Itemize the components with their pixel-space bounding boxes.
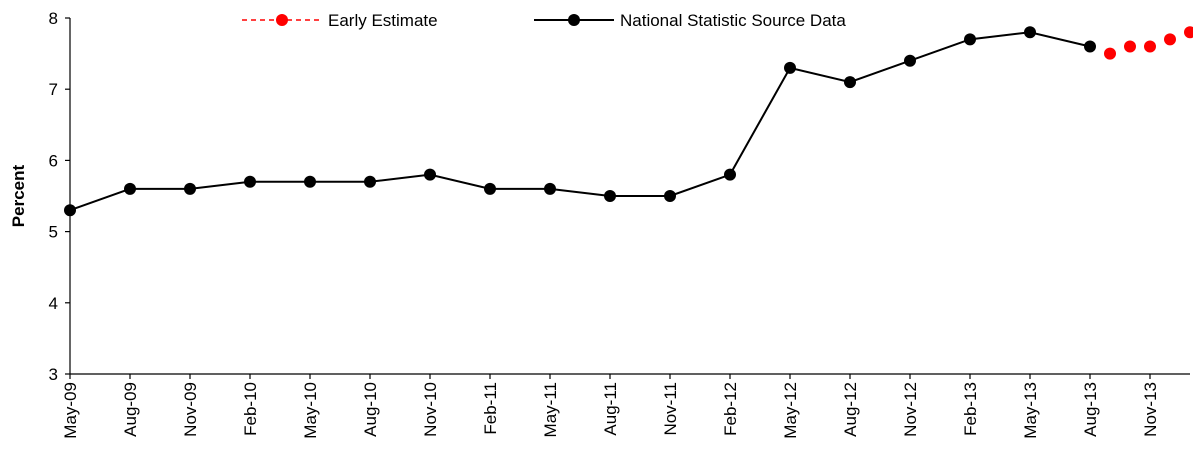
data-point-early-estimate-jan-14: [1184, 26, 1193, 39]
data-point-national-statistic-source-data-aug-13: [1084, 40, 1096, 53]
data-point-national-statistic-source-data-feb-12: [724, 168, 736, 181]
data-point-national-statistic-source-data-aug-09: [124, 182, 136, 195]
y-tick-label: 8: [49, 9, 58, 28]
x-tick-label: May-12: [781, 382, 800, 439]
x-tick-label: May-11: [541, 382, 560, 437]
x-tick-label: May-13: [1021, 382, 1040, 439]
data-point-national-statistic-source-data-nov-11: [664, 190, 676, 202]
legend-national-statistic-marker: [568, 14, 580, 26]
y-tick-label: 4: [49, 294, 58, 313]
data-point-national-statistic-source-data-may-10: [304, 175, 316, 188]
data-point-national-statistic-source-data-may-11: [544, 182, 556, 195]
x-tick-label: May-09: [61, 382, 80, 439]
legend-early-estimate-label: Early Estimate: [328, 11, 438, 30]
y-axis-ticks: 3 4 5 6 7 8: [49, 9, 70, 384]
data-point-national-statistic-source-data-feb-10: [244, 175, 256, 188]
x-tick-label: Aug-11: [601, 382, 620, 436]
data-point-national-statistic-source-data-may-12: [784, 61, 796, 74]
data-point-early-estimate-sep-13: [1104, 47, 1116, 60]
y-tick-label: 3: [49, 365, 58, 384]
series-line-national-statistic-source-data: [69, 31, 1091, 212]
x-tick-label: Feb-10: [241, 382, 260, 436]
x-tick-label: Aug-13: [1081, 382, 1100, 437]
series: [64, 26, 1193, 217]
x-tick-label: May-10: [301, 382, 320, 439]
data-point-early-estimate-oct-13: [1124, 40, 1136, 53]
x-tick-label: Feb-12: [721, 382, 740, 436]
x-tick-label: Nov-12: [901, 382, 920, 437]
x-tick-label: Aug-09: [121, 382, 140, 437]
data-point-early-estimate-dec-13: [1164, 33, 1176, 46]
x-tick-label: Feb-11: [481, 382, 500, 435]
data-point-national-statistic-source-data-nov-12: [904, 54, 916, 67]
data-point-national-statistic-source-data-nov-10: [424, 168, 436, 181]
data-point-national-statistic-source-data-may-13: [1024, 26, 1036, 39]
x-tick-label: Feb-13: [961, 382, 980, 436]
y-tick-label: 6: [49, 151, 58, 170]
x-tick-label: Nov-09: [181, 382, 200, 437]
legend-national-statistic-label: National Statistic Source Data: [620, 11, 846, 30]
legend: Early Estimate National Statistic Source…: [242, 11, 846, 30]
data-point-national-statistic-source-data-aug-12: [844, 76, 856, 89]
data-point-national-statistic-source-data-aug-10: [364, 175, 376, 188]
axes: [69, 18, 1190, 375]
data-point-national-statistic-source-data-aug-11: [604, 190, 616, 202]
data-point-national-statistic-source-data-may-09: [64, 204, 76, 217]
x-tick-label: Nov-13: [1141, 382, 1160, 437]
x-axis-ticks: May-09 Aug-09 Nov-09 Feb-10 May-10 Aug-10 Nov-…: [61, 374, 1160, 439]
legend-early-estimate-marker: [276, 14, 288, 26]
y-tick-label: 7: [49, 80, 58, 99]
data-point-national-statistic-source-data-feb-13: [964, 33, 976, 46]
data-point-national-statistic-source-data-feb-11: [484, 182, 496, 195]
data-point-early-estimate-nov-13: [1144, 40, 1156, 53]
data-point-national-statistic-source-data-nov-09: [184, 182, 196, 195]
x-tick-label: Nov-10: [421, 382, 440, 437]
x-tick-label: Aug-10: [361, 382, 380, 437]
y-axis-title: Percent: [9, 164, 28, 227]
y-tick-label: 5: [49, 223, 58, 242]
x-tick-label: Aug-12: [841, 382, 860, 437]
x-tick-label: Nov-11: [661, 382, 680, 436]
